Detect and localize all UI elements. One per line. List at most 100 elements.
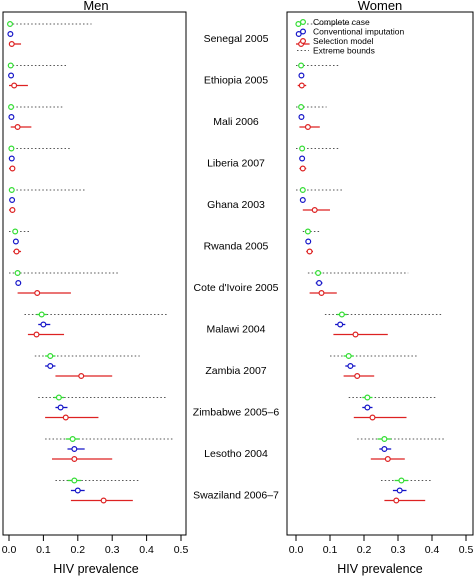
men-conventional-point [8, 155, 15, 162]
women-conventional-point [396, 487, 403, 494]
men-selection-point [9, 207, 16, 214]
women-selection-point [318, 290, 325, 297]
women-selection-point [369, 414, 376, 421]
women-complete-point [298, 103, 305, 110]
legend-label: Conventional imputation [313, 27, 404, 37]
men-selection-point [14, 123, 21, 130]
women-selection-point [393, 497, 400, 504]
women-complete-point [315, 270, 322, 277]
men-conventional-point [8, 72, 15, 79]
men-x-tick-label: 0.4 [139, 544, 154, 556]
legend-label: Selection model [313, 36, 374, 46]
women-plot-marks [295, 21, 446, 504]
men-selection-point [62, 414, 69, 421]
men-x-tick-label: 0.3 [105, 544, 120, 556]
women-x-tick-label: 0.1 [323, 544, 338, 556]
country-label: Cote d'Ivoire 2005 [194, 282, 279, 294]
women-conventional-point [316, 280, 323, 287]
country-label: Ghana 2003 [207, 199, 265, 211]
men-complete-point [71, 477, 78, 484]
men-selection-point [71, 456, 78, 463]
women-x-tick-label: 0.5 [459, 544, 474, 556]
women-complete-point [299, 187, 306, 194]
country-label: Senegal 2005 [204, 33, 269, 45]
men-plot-marks [7, 21, 175, 504]
men-selection-point [13, 248, 20, 255]
men-complete-point [55, 394, 62, 401]
country-labels: Senegal 2005 Ethiopia 2005 Mali 2006 Liberi… [193, 33, 280, 502]
women-selection-point [384, 456, 391, 463]
women-complete-point [381, 436, 388, 443]
men-conventional-point [7, 31, 14, 38]
men-x-axis-title: HIV prevalence [53, 562, 139, 576]
women-selection-point [298, 82, 305, 89]
women-conventional-point [298, 113, 305, 120]
men-complete-point [7, 62, 14, 69]
women-conventional-point [305, 238, 312, 245]
women-selection-point [304, 123, 311, 130]
women-conventional-point [364, 404, 371, 411]
country-label: Malawi 2004 [207, 324, 266, 336]
women-conventional-point [299, 155, 306, 162]
country-label: Zambia 2007 [205, 365, 266, 377]
country-label: Rwanda 2005 [204, 241, 269, 253]
women-x-tick-label: 0.4 [425, 544, 440, 556]
men-conventional-point [40, 321, 47, 328]
legend-marker [300, 19, 307, 26]
women-x-axis: 0.0 0.1 0.2 0.3 0.4 0.5 [289, 535, 474, 556]
women-complete-point [338, 311, 345, 318]
country-label: Zimbabwe 2005–6 [193, 407, 280, 419]
men-conventional-point [15, 280, 22, 287]
women-x-axis-title: HIV prevalence [337, 562, 423, 576]
men-selection-point [78, 373, 85, 380]
women-selection-point [299, 165, 306, 172]
men-x-tick-label: 0.1 [36, 544, 51, 556]
women-selection-point [352, 331, 359, 338]
women-plot-frame [286, 11, 474, 536]
country-label: Liberia 2007 [207, 158, 265, 170]
men-complete-point [12, 228, 19, 235]
women-conventional-point [299, 197, 306, 204]
country-label: Mali 2006 [213, 116, 259, 128]
women-x-tick-label: 0.3 [391, 544, 406, 556]
men-complete-point [8, 103, 15, 110]
men-plot-frame [2, 11, 187, 536]
men-complete-point [69, 436, 76, 443]
legend-label: Complete case [313, 17, 370, 27]
women-x-tick-label: 0.0 [289, 544, 304, 556]
men-conventional-point [57, 404, 64, 411]
country-label: Lesotho 2004 [204, 448, 268, 460]
women-complete-point [298, 62, 305, 69]
men-conventional-point [9, 197, 16, 204]
legend-label: Extreme bounds [313, 46, 375, 56]
country-label: Swaziland 2006–7 [193, 490, 279, 502]
legend-marker [300, 37, 307, 44]
legend-marker [300, 28, 307, 35]
men-selection-point [34, 290, 41, 297]
men-complete-point [38, 311, 45, 318]
men-conventional-point [47, 363, 54, 370]
women-panel: Women 0.0 0.1 0.2 0.3 0.4 0.5 HIV prevalence … [286, 0, 474, 576]
women-conventional-point [298, 72, 305, 79]
women-complete-point [364, 394, 371, 401]
men-complete-point [14, 270, 21, 277]
women-selection-point [311, 207, 318, 214]
women-panel-title: Women [358, 0, 403, 13]
men-selection-point [8, 40, 15, 47]
men-x-axis: 0.0 0.1 0.2 0.3 0.4 0.5 [2, 535, 188, 556]
women-selection-point [354, 373, 361, 380]
women-conventional-point [337, 321, 344, 328]
men-panel-title: Men [83, 0, 108, 13]
women-complete-point [299, 145, 306, 152]
men-complete-point [47, 353, 54, 360]
men-x-tick-label: 0.0 [2, 544, 17, 556]
country-label: Ethiopia 2005 [204, 75, 268, 87]
women-selection-point [306, 248, 313, 255]
men-selection-point [11, 82, 18, 89]
men-complete-point [8, 187, 15, 194]
women-complete-point [398, 477, 405, 484]
men-conventional-point [12, 238, 19, 245]
men-complete-point [7, 21, 14, 28]
